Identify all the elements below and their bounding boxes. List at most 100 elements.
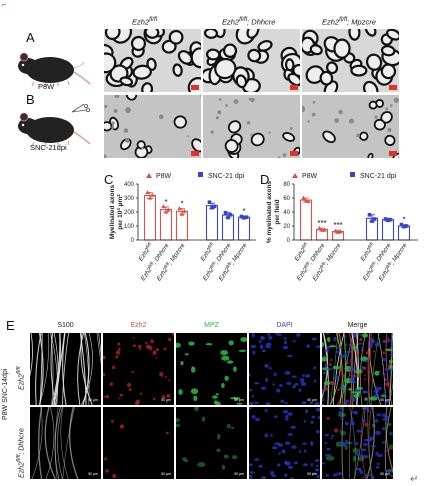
- significance-mark: *: [180, 200, 183, 209]
- data-point: [399, 222, 404, 227]
- fluor-header-merge: Merge: [347, 322, 368, 329]
- em-image-snc-mpzcre: [302, 95, 399, 158]
- data-point: [370, 219, 374, 223]
- data-point: [301, 195, 306, 200]
- legend-label: P8W: [156, 173, 172, 180]
- y-tick-label: 80: [283, 182, 290, 188]
- data-point: [147, 195, 153, 200]
- legend-marker: [198, 172, 203, 177]
- fluor-image-merge: 50 µm: [322, 407, 393, 479]
- data-point: [244, 215, 249, 219]
- fluor-image-s100: 50 µm: [30, 407, 101, 479]
- legend-marker: [146, 173, 152, 178]
- scalebar-label: 50 µm: [161, 398, 171, 402]
- data-point: [386, 218, 390, 223]
- bar: [299, 199, 313, 241]
- em-image-snc-control: [104, 95, 201, 158]
- data-point: [242, 216, 246, 220]
- em-image-snc-dhhcre: [203, 95, 300, 158]
- fluor-image-dapi: 50 µm: [249, 333, 320, 405]
- corner-mark: ⌐: [2, 0, 7, 9]
- scalebar: [191, 85, 199, 90]
- chart-percent-myelinated: P8W SNC-21 dpi 0 20 40 60 80% myelinated axons…: [266, 172, 418, 282]
- fluor-image-merge: 50 µm: [322, 333, 393, 405]
- data-point: [166, 207, 171, 212]
- em-image-p8w-mpzcre: [302, 29, 399, 92]
- data-point: [404, 224, 409, 228]
- legend-marker: [292, 173, 298, 178]
- fluor-image-mpz: 50 µm: [176, 333, 247, 405]
- y-tick-label: 200: [124, 210, 135, 216]
- mouse-illustration-p8w: [18, 52, 91, 88]
- fluor-row-label-dhhcre: Ezh2fl/fl; Dhhcre: [16, 428, 26, 478]
- significance-mark: *: [402, 216, 405, 225]
- legend-label: SNC-21 dpi: [208, 173, 245, 180]
- data-point: [212, 204, 217, 209]
- y-tick-label: 0: [287, 238, 291, 244]
- data-point: [207, 200, 212, 204]
- data-point: [226, 215, 230, 220]
- mouse-label-p8w: P8W: [38, 82, 55, 91]
- panel-label-c: C: [104, 172, 114, 187]
- fluor-image-ezh2: 50 µm: [103, 407, 174, 479]
- fluor-header-mpz: MPZ: [204, 322, 219, 329]
- data-point: [383, 217, 388, 221]
- em-image-p8w-control: [104, 29, 201, 92]
- bar: [143, 194, 157, 241]
- fluor-header-ezh2: Ezh2: [130, 322, 147, 329]
- data-point: [161, 204, 166, 208]
- data-point: [239, 214, 244, 219]
- legend-marker: [350, 172, 355, 177]
- scalebar-label: 50 µm: [161, 472, 171, 476]
- data-point: [210, 206, 214, 210]
- mouse-label-snc: SNC-21dpi: [30, 143, 67, 152]
- scalebar-label: 50 µm: [88, 398, 98, 402]
- fluor-image-mpz: 50 µm: [176, 407, 247, 479]
- y-tick-label: 20: [283, 224, 290, 230]
- scalebar-label: 50 µm: [380, 472, 390, 476]
- data-point: [338, 229, 343, 234]
- fluor-row-label-control: Ezh2fl/fl: [16, 366, 26, 390]
- data-point: [322, 228, 327, 232]
- panel-label-b: B: [26, 92, 35, 107]
- scalebar-label: 50 µm: [307, 472, 317, 476]
- data-point: [145, 190, 150, 194]
- data-point: [306, 199, 311, 204]
- scalebar: [290, 151, 298, 156]
- scalebar-label: 50 µm: [307, 398, 317, 402]
- scalebar: [389, 151, 397, 156]
- fluor-header-s100: S100: [57, 322, 74, 329]
- data-point: [317, 225, 322, 230]
- data-point: [228, 213, 233, 217]
- fluor-image-s100: 50 µm: [30, 333, 101, 405]
- significance-mark: *: [164, 198, 167, 207]
- data-point: [179, 211, 185, 216]
- fluor-header-dapi: DAPI: [276, 322, 293, 329]
- em-header-mpzcre: Ezh2fl/fl; Mpzcre: [322, 16, 376, 27]
- scalebar-label: 50 µm: [234, 472, 244, 476]
- scalebar: [389, 85, 397, 90]
- panel-label-a: A: [26, 30, 35, 45]
- em-header-dhhcre: Ezh2fl/fl; Dhhcre: [222, 16, 276, 27]
- fluor-image-ezh2: 50 µm: [103, 333, 174, 405]
- em-image-p8w-dhhcre: [203, 29, 300, 92]
- scalebar-label: 50 µm: [234, 398, 244, 402]
- scalebar: [191, 151, 199, 156]
- scalebar-label: 50 µm: [380, 398, 390, 402]
- bar: [237, 216, 251, 241]
- panel-label-d: D: [260, 172, 270, 187]
- bar: [381, 219, 395, 241]
- em-header-control: Ezh2fl/fl: [132, 16, 158, 27]
- significance-mark: ***: [333, 221, 342, 230]
- scalebar-label: 50 µm: [88, 472, 98, 476]
- data-point: [388, 217, 393, 222]
- legend-label: SNC-21 dpi: [360, 173, 397, 180]
- mouse-illustration-snc: [18, 104, 91, 148]
- significance-mark: ***: [317, 219, 326, 228]
- y-tick-label: 300: [124, 196, 135, 202]
- y-axis-label: Myelinated axonsper 104 µm2: [109, 185, 124, 240]
- data-point: [372, 217, 377, 221]
- data-point: [150, 193, 155, 197]
- bar: [205, 205, 219, 241]
